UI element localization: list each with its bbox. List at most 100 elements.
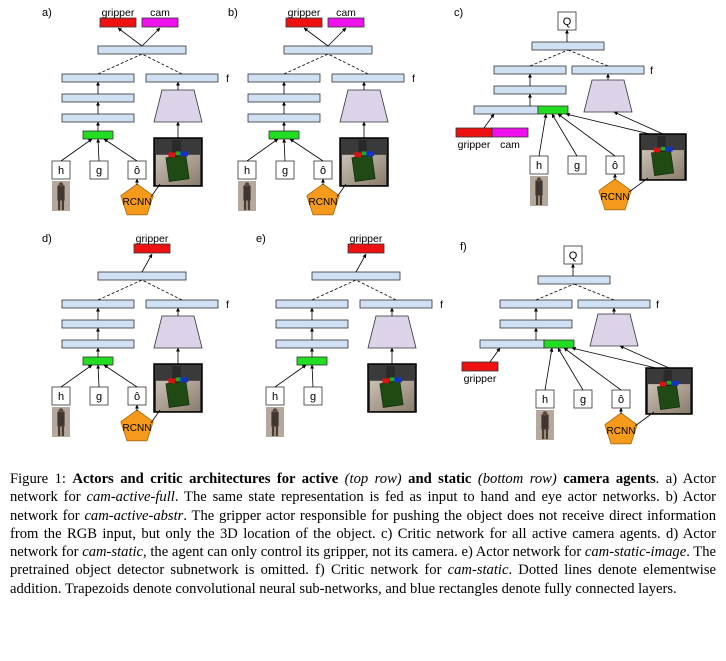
add-line-state [97,279,143,301]
input-arrow-0 [60,364,93,388]
caption-text-1: . a) Actor network for [10,471,716,506]
add-line-state [529,49,569,67]
rgb-input-image [639,133,687,181]
person-head [58,408,64,413]
person-body [57,411,65,427]
person-leg-left [535,194,539,206]
output-label-cam: cam [150,7,170,19]
rcnn-scene-line [634,411,655,427]
arrow-to-gripper [303,27,329,47]
scene-object [351,154,376,182]
person-leg-left [271,425,275,437]
arrow-to-gripper [355,253,367,273]
rcnn-pentagon [598,178,632,211]
scene-blue-marker [665,146,673,152]
input-arrow-1 [551,113,578,157]
add-line-image [141,53,183,75]
head-fc-layer [97,271,187,281]
head-fc-layer [283,45,373,55]
action-input-label-gripper: gripper [464,373,497,385]
action-arrow [489,347,501,363]
panel-letter: c) [454,7,463,19]
rcnn-label: RCNN [123,423,152,434]
input-label-2: ô [320,165,326,177]
person-leg-right [61,425,65,437]
state-fc-layer [247,113,321,123]
conv-subnet [153,315,203,349]
panel-f: f) Qf gripper h g ô RCNN [460,241,693,445]
add-line-image [567,49,609,67]
scene-green-marker [660,146,666,151]
input-label-1: g [282,165,288,177]
add-line-state [311,279,357,301]
conv-subnet [339,89,389,123]
output-gripper [133,243,171,254]
rcnn-pentagon [604,412,638,445]
f-label: f [440,299,443,311]
scene-gripper-arm [172,140,181,157]
input-label-0: h [542,394,548,406]
caption-bold-2: and static [408,471,472,487]
scene-green-marker [389,377,395,382]
caption-text-4: , the agent can only control its gripper… [143,544,585,561]
input-arrow-2 [557,113,616,157]
caption-italic-6: cam-static-image [584,544,687,561]
person-leg-left [57,425,61,437]
head-fc-layer [97,45,187,55]
person-head [58,182,64,187]
panel-c: c) Qf gripper cam h g ô RCNN [454,7,687,211]
state-fc-layer [61,93,135,103]
person-body [535,180,543,196]
scene-green-marker [361,151,367,156]
rcnn-pentagon [306,183,340,216]
input-arrow-1 [282,138,287,162]
state-fc-top [493,65,567,75]
add-line-image [573,283,615,301]
rcnn-label: RCNN [607,426,636,437]
input-label-0: h [244,165,250,177]
state-fc-layer [275,319,349,329]
input-arrow-0 [60,138,93,162]
rgb-input-image [339,137,389,187]
concat-layer [82,130,114,140]
caption-figure-label: Figure 1: [10,471,73,487]
person-leg-left [57,199,61,211]
scene-object [165,380,190,408]
panel-letter: b) [228,7,238,19]
add-line-image [141,279,183,301]
state-fc-layer [247,93,321,103]
hand-image [52,181,70,211]
head-fc-layer [537,275,611,285]
scene-blue-marker [671,380,679,386]
input-label-0: h [536,160,542,172]
panel-d: d) gripper f h g ô RCNN [42,233,229,442]
output-cam [141,17,179,28]
input-arrow-2 [563,347,622,391]
input-arrow-2 [289,138,324,162]
panel-e: e) gripper f h g [256,233,443,437]
scene-red-marker [659,381,667,387]
scene-gripper-arm [358,140,367,157]
scene-object [651,149,675,177]
input-label-2: ô [134,391,140,403]
scene-gripper-arm [657,136,666,153]
scene-gripper-arm [172,366,181,383]
input-label-1: g [96,165,102,177]
panel-a: a) gripper cam f h g ô RCNN [42,7,229,216]
input-arrow-0 [274,364,307,388]
panel-letter: a) [42,7,52,19]
image-fc [577,299,651,309]
scene-blue-marker [394,377,403,383]
person-head [536,177,542,182]
input-arrow-2 [103,138,138,162]
image-fc [331,73,405,83]
rgb-input-image [153,137,203,187]
panel-letter: d) [42,233,52,245]
rcnn-scene-line [150,409,161,424]
input-arrow-1 [96,138,101,162]
hand-image [536,410,554,440]
f-label: f [656,299,659,311]
person-head [244,182,250,187]
scene-red-marker [382,378,390,384]
conv-subnet [583,79,633,113]
